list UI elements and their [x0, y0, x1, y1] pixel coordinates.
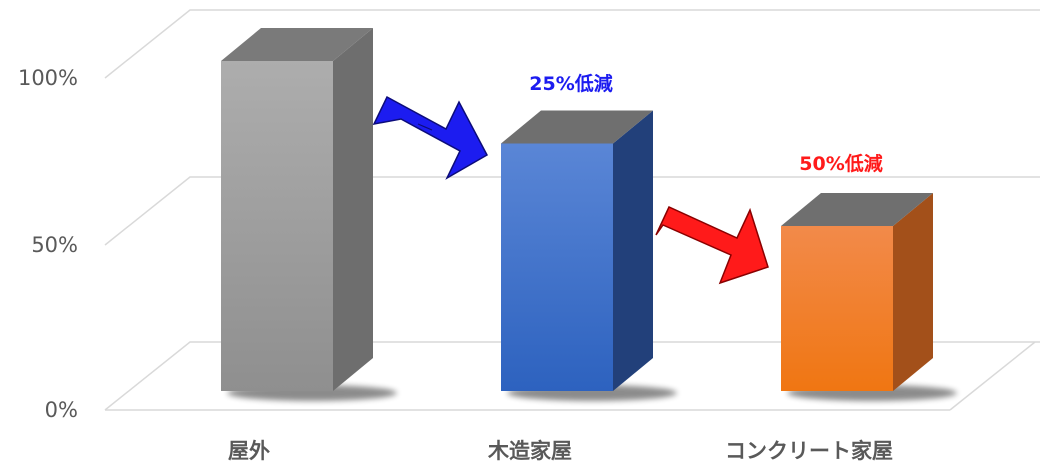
annotation-25-reduction: 25%低減: [529, 72, 612, 95]
bar-side-outdoor: [333, 28, 373, 391]
floor-right-edge: [949, 341, 1036, 411]
arrow-50-reduction: [655, 206, 769, 285]
ytick-label-100: 100%: [18, 66, 78, 90]
arrow-25-reduction-mark: [417, 123, 433, 131]
annotations: 25%低減 50%低減: [529, 72, 882, 175]
annotation-50-reduction: 50%低減: [799, 152, 882, 175]
bar-top-outdoor: [221, 28, 373, 61]
bar-top-wooden-house: [501, 110, 653, 144]
gridline-50: [104, 176, 1040, 246]
gridline-100: [104, 9, 1040, 79]
bar-front-wooden-house: [501, 143, 613, 391]
bar-side-wooden-house: [613, 110, 653, 391]
annotation-arrows: [372, 95, 769, 285]
category-label-concrete-house: コンクリート家屋: [725, 439, 893, 463]
ytick-label-0: 0%: [45, 398, 78, 422]
grid-planes: [104, 9, 1040, 411]
bars: [221, 28, 957, 401]
y-tick-labels: 0% 50% 100%: [18, 66, 78, 422]
category-label-wooden-house: 木造家屋: [487, 439, 572, 463]
bar-wooden-house: [501, 110, 677, 401]
bar-front-outdoor: [221, 61, 333, 391]
bar-front-concrete-house: [781, 226, 893, 391]
bar-outdoor: [221, 28, 397, 401]
bar-top-concrete-house: [781, 193, 933, 226]
category-label-outdoor: 屋外: [228, 439, 270, 463]
x-category-labels: 屋外 木造家屋 コンクリート家屋: [228, 439, 893, 463]
bar-concrete-house: [781, 193, 957, 401]
gridline-0: [104, 341, 1040, 411]
ytick-label-50: 50%: [31, 233, 78, 257]
bar-side-concrete-house: [893, 193, 933, 391]
arrow-25-reduction: [372, 95, 489, 180]
